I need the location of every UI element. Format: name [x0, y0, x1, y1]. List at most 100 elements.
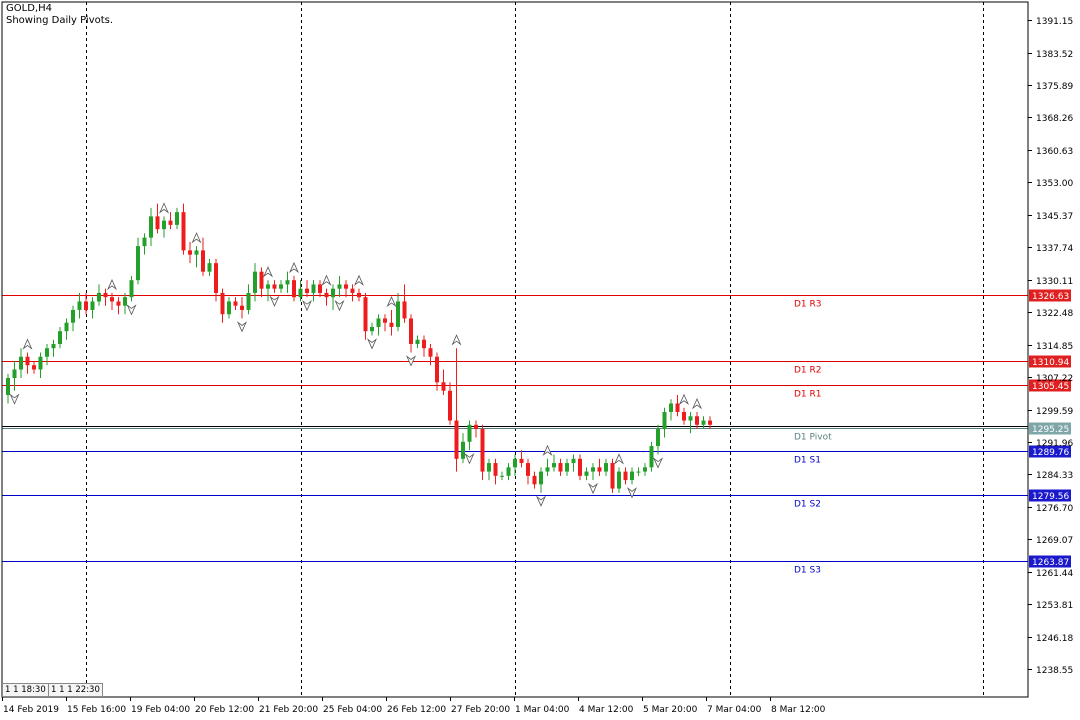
candle-body-54: [357, 292, 361, 298]
x-tick-label-2: 19 Feb 04:00: [131, 705, 190, 715]
candle-body-19: [129, 280, 134, 298]
candle-body-62: [409, 318, 413, 344]
fractal-up-icon-3: [22, 338, 33, 350]
candle-body-79: [519, 458, 524, 464]
fractal-up-icon-94: [614, 453, 624, 465]
candle-body-46: [305, 288, 309, 293]
candle-body-43: [285, 280, 290, 285]
fractal-down-icon-51: [334, 299, 345, 312]
candle-body-77: [506, 467, 511, 476]
sep-right-time: 22:30: [75, 685, 100, 695]
period-separator-right[interactable]: 1 1 1 22:30: [48, 683, 103, 697]
pivot-name-label-2: D1 R1: [794, 390, 822, 400]
y-tick-label-18: 1253.81: [1036, 601, 1073, 611]
pivot-levels-layer: D1 R3 1326.63 D1 R2 1310.94 D1 R1 1305.45 D1 P…: [2, 289, 1071, 576]
candle-body-11: [77, 301, 82, 310]
candle-body-86: [565, 463, 569, 472]
candle-body-66: [435, 356, 439, 383]
symbol-label: GOLD,H4: [6, 3, 52, 14]
chart-title: GOLD,H4 Showing Daily Pivots.: [6, 3, 113, 27]
pivot-price-label-6: 1263.87: [1032, 558, 1069, 568]
candle-body-90: [591, 467, 595, 472]
candle-body-10: [71, 309, 75, 323]
y-tick-label-4: 1360.63: [1036, 147, 1073, 157]
fractal-down-icon-19: [126, 304, 137, 316]
y-tick-label-6: 1345.37: [1036, 212, 1073, 222]
x-tick-label-0: 14 Feb 2019: [3, 705, 59, 715]
period-separator-left[interactable]: 1 1 18:30: [2, 683, 49, 697]
candle-body-97: [636, 471, 641, 473]
candle-body-59: [389, 322, 394, 327]
y-tick-label-2: 1375.89: [1036, 82, 1073, 92]
candle-body-98: [643, 467, 647, 472]
sep-left-1: 1: [5, 685, 11, 695]
candle-body-36: [240, 305, 244, 310]
candle-body-61: [402, 301, 407, 319]
candle-body-65: [428, 348, 433, 357]
y-tick-label-0: 1391.15: [1036, 17, 1073, 27]
y-tick-label-14: 1284.33: [1036, 471, 1073, 481]
pivot-price-label-5: 1279.56: [1032, 492, 1069, 502]
candle-body-38: [253, 271, 257, 293]
fractal-down-icon-96: [627, 487, 637, 499]
candle-body-51: [337, 284, 342, 289]
candle-body-50: [331, 288, 335, 298]
x-tick-label-7: 27 Feb 20:00: [451, 705, 510, 715]
candle-body-22: [149, 216, 153, 238]
candle-body-6: [45, 348, 49, 357]
fractal-up-icon-44: [289, 261, 299, 274]
pivot-subtitle: Showing Daily Pivots.: [6, 15, 114, 26]
y-tick-label-20: 1238.55: [1036, 666, 1073, 676]
y-tick-label-8: 1330.11: [1036, 277, 1073, 287]
candle-body-40: [266, 284, 270, 289]
candle-body-88: [578, 458, 582, 476]
candle-body-20: [136, 246, 140, 281]
candle-body-64: [422, 339, 426, 349]
sep-right-2: 1: [59, 685, 65, 695]
candle-body-104: [682, 412, 686, 421]
y-tick-label-19: 1246.18: [1036, 634, 1073, 644]
candle-body-25: [168, 220, 173, 225]
candle-body-76: [500, 475, 504, 477]
x-tick-label-8: 1 Mar 04:00: [515, 705, 570, 715]
pivot-price-label-1: 1310.94: [1032, 358, 1069, 368]
y-tick-label-3: 1368.26: [1036, 114, 1073, 124]
x-tick-label-10: 5 Mar 20:00: [643, 705, 698, 715]
pivot-price-box-6: [1029, 555, 1071, 568]
candle-body-63: [415, 339, 420, 344]
candle-body-0: [6, 377, 10, 396]
fractal-up-icon-83: [542, 444, 553, 457]
pivot-name-label-6: D1 S3: [794, 566, 821, 576]
sep-left-time: 18:30: [21, 685, 46, 695]
y-tick-label-7: 1337.74: [1036, 244, 1073, 254]
candle-body-101: [662, 412, 667, 430]
candle-body-3: [25, 356, 30, 366]
candle-body-91: [597, 467, 602, 472]
candle-body-53: [350, 288, 355, 293]
candle-body-32: [214, 263, 218, 293]
y-tick-label-16: 1269.07: [1036, 536, 1073, 546]
candle-body-56: [370, 326, 374, 332]
candle-body-96: [630, 471, 634, 481]
y-tick-label-17: 1261.44: [1036, 569, 1073, 579]
y-tick-label-5: 1353.00: [1036, 179, 1073, 189]
pivot-price-box-2: [1029, 379, 1071, 392]
y-tick-label-10: 1314.85: [1036, 342, 1073, 352]
sep-right-1: 1: [51, 685, 57, 695]
fractal-up-icon-104: [679, 393, 689, 406]
candle-body-73: [480, 429, 485, 472]
candle-body-55: [363, 297, 368, 332]
candle-body-13: [90, 301, 95, 310]
candle-body-85: [558, 463, 563, 472]
fractal-up-icon-29: [191, 232, 202, 244]
candle-body-105: [688, 416, 693, 421]
pivot-price-label-2: 1305.45: [1032, 382, 1069, 392]
candle-body-5: [38, 356, 43, 370]
candle-body-4: [32, 365, 36, 370]
candle-body-71: [467, 424, 472, 442]
fractal-up-icon-16: [107, 278, 117, 291]
candle-body-18: [123, 297, 127, 306]
x-tick-label-1: 15 Feb 16:00: [67, 705, 126, 715]
